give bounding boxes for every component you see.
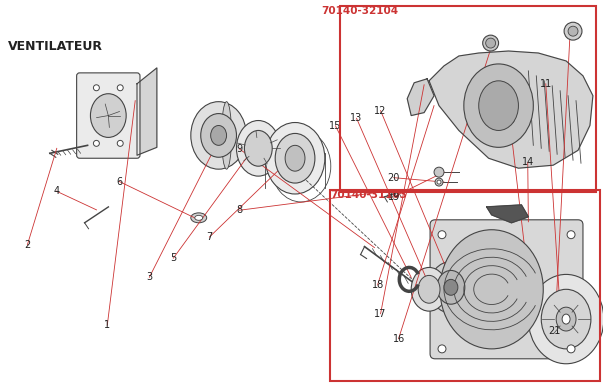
Ellipse shape [479, 81, 518, 130]
Ellipse shape [285, 146, 305, 171]
Ellipse shape [221, 102, 232, 169]
Text: 70140-32104: 70140-32104 [321, 6, 398, 16]
Ellipse shape [195, 215, 203, 220]
Ellipse shape [117, 141, 123, 146]
Text: 10: 10 [503, 115, 516, 125]
Text: 7: 7 [206, 232, 212, 242]
Bar [340, 6, 596, 192]
Text: 70140-31103: 70140-31103 [330, 190, 407, 200]
Text: 5: 5 [170, 253, 177, 263]
Text: 2: 2 [24, 240, 30, 250]
Ellipse shape [201, 113, 237, 157]
Polygon shape [429, 51, 593, 168]
Bar [330, 190, 600, 381]
Ellipse shape [429, 261, 473, 313]
Text: 11: 11 [540, 79, 552, 89]
Text: 18: 18 [371, 280, 384, 290]
Ellipse shape [265, 122, 325, 194]
Text: 21: 21 [549, 326, 561, 336]
Ellipse shape [483, 35, 499, 51]
Polygon shape [407, 79, 434, 115]
Ellipse shape [567, 231, 575, 239]
Ellipse shape [437, 271, 465, 304]
Ellipse shape [191, 102, 246, 169]
FancyBboxPatch shape [430, 220, 583, 359]
Ellipse shape [568, 26, 578, 36]
Polygon shape [486, 205, 528, 223]
Ellipse shape [438, 345, 446, 353]
Ellipse shape [244, 130, 272, 166]
Ellipse shape [237, 120, 280, 176]
Ellipse shape [567, 345, 575, 353]
Text: 20: 20 [388, 173, 400, 183]
Text: 16: 16 [393, 334, 405, 344]
Ellipse shape [438, 231, 446, 239]
Ellipse shape [93, 141, 99, 146]
Text: 15: 15 [329, 121, 342, 131]
Ellipse shape [440, 230, 543, 349]
Text: 1: 1 [104, 320, 110, 330]
Ellipse shape [486, 38, 495, 48]
Text: 3: 3 [146, 272, 152, 282]
Ellipse shape [90, 94, 126, 137]
Ellipse shape [434, 167, 444, 177]
Text: 14: 14 [522, 157, 534, 168]
Ellipse shape [435, 178, 443, 186]
Ellipse shape [562, 314, 570, 324]
Ellipse shape [464, 64, 534, 147]
Ellipse shape [418, 275, 440, 303]
Ellipse shape [541, 289, 591, 349]
Ellipse shape [211, 125, 226, 146]
Text: VENTILATEUR: VENTILATEUR [8, 40, 103, 53]
Text: 8: 8 [237, 205, 243, 215]
Ellipse shape [117, 85, 123, 91]
Text: 19: 19 [388, 192, 400, 202]
Ellipse shape [528, 274, 604, 364]
Ellipse shape [437, 180, 441, 184]
Text: 17: 17 [374, 309, 387, 319]
Ellipse shape [191, 213, 207, 223]
Ellipse shape [556, 307, 576, 331]
Text: 12: 12 [374, 106, 387, 116]
Text: 6: 6 [116, 176, 122, 186]
Ellipse shape [564, 22, 582, 40]
Polygon shape [137, 68, 157, 155]
Ellipse shape [275, 134, 315, 183]
Text: 9: 9 [237, 144, 243, 154]
FancyBboxPatch shape [77, 73, 140, 158]
Text: 4: 4 [53, 186, 59, 196]
Text: 13: 13 [350, 113, 362, 123]
Ellipse shape [444, 279, 458, 295]
Ellipse shape [411, 267, 447, 311]
Ellipse shape [93, 85, 99, 91]
